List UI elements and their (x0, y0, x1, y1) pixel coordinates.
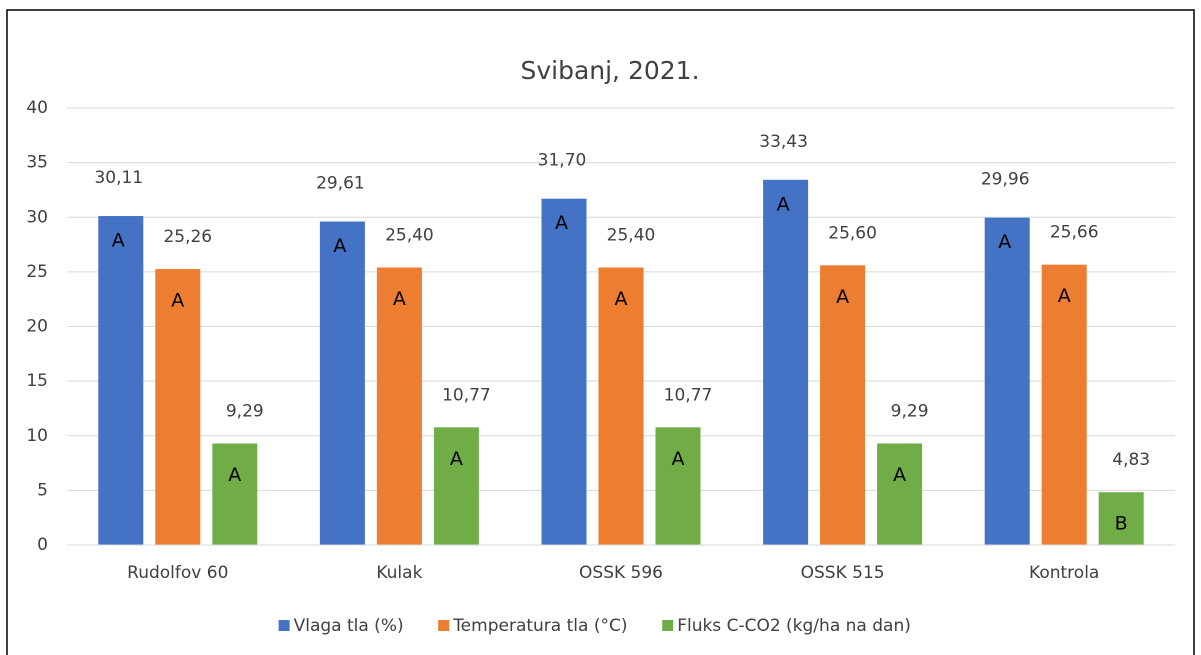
chart-title: Svibanj, 2021. (520, 56, 699, 85)
y-tick-label: 35 (26, 153, 48, 173)
x-tick-label: Rudolfov 60 (127, 563, 228, 583)
legend-swatch (662, 620, 674, 631)
legend-label: Temperatura tla (°C) (452, 616, 627, 636)
value-label: 25,40 (385, 226, 434, 246)
legend-swatch (278, 620, 290, 631)
x-tick-label: Kulak (376, 563, 422, 583)
value-label: 4,83 (1112, 450, 1150, 470)
bar (877, 443, 923, 545)
x-tick-label: Kontrola (1029, 563, 1099, 583)
x-tick-label: OSSK 515 (801, 563, 885, 583)
value-label: 25,66 (1050, 223, 1099, 243)
y-tick-label: 20 (26, 317, 48, 337)
y-tick-label: 0 (37, 535, 48, 555)
y-tick-label: 15 (26, 371, 48, 391)
significance-letter: A (777, 193, 790, 215)
bar (433, 427, 479, 545)
bar (98, 216, 144, 545)
y-tick-label: 25 (26, 262, 48, 282)
value-label: 31,70 (538, 151, 587, 171)
significance-letter: A (893, 464, 906, 486)
y-tick-label: 30 (26, 207, 48, 227)
bar (820, 265, 866, 545)
bar (376, 267, 422, 545)
value-label: 9,29 (226, 402, 264, 422)
value-label: 10,77 (442, 385, 491, 405)
significance-letter: A (450, 448, 463, 470)
bar (763, 179, 809, 545)
bar (541, 198, 587, 546)
significance-letter: A (333, 235, 346, 257)
significance-letter: A (555, 212, 568, 234)
bar (1098, 492, 1144, 545)
bar (598, 267, 644, 545)
bar (212, 443, 258, 545)
bar (155, 269, 201, 545)
y-tick-label: 10 (26, 426, 48, 446)
value-label: 25,26 (163, 227, 212, 247)
bar (1041, 264, 1087, 545)
significance-letter: A (393, 288, 406, 310)
value-label: 25,60 (828, 223, 877, 243)
value-label: 10,77 (664, 385, 713, 405)
legend-swatch (438, 620, 450, 631)
bar (984, 217, 1030, 545)
legend-label: Fluks C-CO2 (kg/ha na dan) (677, 616, 911, 636)
value-label: 29,61 (316, 174, 365, 194)
value-label: 33,43 (759, 132, 808, 152)
y-tick-label: 5 (37, 480, 48, 500)
bar (319, 221, 365, 546)
significance-letter: B (1115, 513, 1128, 535)
legend-label: Vlaga tla (%) (294, 616, 404, 636)
value-label: 9,29 (891, 402, 929, 422)
value-label: 29,96 (981, 170, 1030, 190)
x-tick-label: OSSK 596 (579, 563, 663, 583)
significance-letter: A (836, 286, 849, 308)
y-tick-label: 40 (26, 98, 48, 118)
significance-letter: A (672, 448, 685, 470)
significance-letter: A (1058, 285, 1071, 307)
significance-letter: A (112, 230, 125, 252)
value-label: 25,40 (607, 226, 656, 246)
significance-letter: A (615, 288, 628, 310)
bar (655, 427, 701, 545)
significance-letter: A (171, 290, 184, 312)
value-label: 30,11 (94, 168, 143, 188)
significance-letter: A (228, 464, 241, 486)
significance-letter: A (998, 231, 1011, 253)
